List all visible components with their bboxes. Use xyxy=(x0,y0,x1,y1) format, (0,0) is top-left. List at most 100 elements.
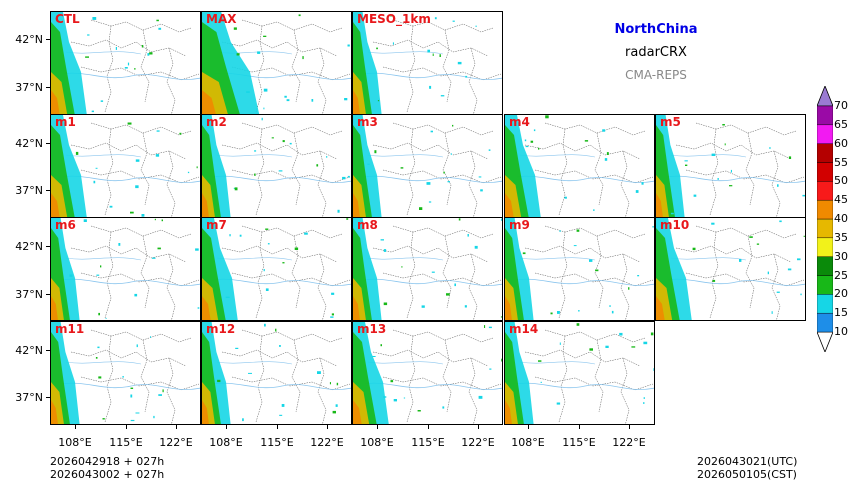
panel-label: m8 xyxy=(357,218,378,232)
panel-label: m7 xyxy=(206,218,227,232)
init-time-line2: 2026043002 + 027h xyxy=(50,468,165,481)
lon-tick xyxy=(478,425,479,429)
panel-m9: m9 xyxy=(504,217,655,321)
panel-label: m10 xyxy=(660,218,690,232)
colorbar-level-label: 60 xyxy=(834,136,848,150)
lon-tick xyxy=(176,425,177,429)
panel-label: m13 xyxy=(357,322,387,336)
lat-label-42: 42°N xyxy=(15,33,43,46)
map-background xyxy=(202,218,351,320)
system-title: CMA-REPS xyxy=(625,68,687,82)
lon-tick xyxy=(528,425,529,429)
panel-label: MESO_1km xyxy=(357,12,431,26)
panel-label: m2 xyxy=(206,115,227,129)
colorbar-level-label: 35 xyxy=(834,230,848,244)
lon-label-108: 108°E xyxy=(511,436,545,449)
lon-tick xyxy=(226,425,227,429)
colorbar xyxy=(816,84,834,354)
lon-tick xyxy=(75,425,76,429)
lat-tick xyxy=(46,350,50,351)
panel-m3: m3 xyxy=(352,114,503,218)
panel-m2: m2 xyxy=(201,114,352,218)
colorbar-segment xyxy=(816,275,834,295)
lat-label-37: 37°N xyxy=(15,184,43,197)
lon-label-115: 115°E xyxy=(411,436,445,449)
map-background xyxy=(202,12,351,114)
panel-m5: m5 xyxy=(655,114,806,218)
lon-tick xyxy=(377,425,378,429)
lon-tick xyxy=(579,425,580,429)
lat-tick xyxy=(46,190,50,191)
map-background xyxy=(656,218,805,320)
map-background xyxy=(505,218,654,320)
panel-label: m12 xyxy=(206,322,236,336)
valid-time-utc: 2026043021(UTC) xyxy=(697,455,798,468)
lon-label-122: 122°E xyxy=(461,436,495,449)
panel-m4: m4 xyxy=(504,114,655,218)
panel-label: m5 xyxy=(660,115,681,129)
colorbar-segment xyxy=(816,237,834,257)
map-background xyxy=(51,115,200,217)
panel-label: m4 xyxy=(509,115,530,129)
lon-tick xyxy=(277,425,278,429)
map-background xyxy=(505,115,654,217)
lat-label-37: 37°N xyxy=(15,81,43,94)
panel-m13: m13 xyxy=(352,321,503,425)
panel-label: m6 xyxy=(55,218,76,232)
colorbar-segment xyxy=(816,312,834,333)
panel-label: m11 xyxy=(55,322,85,336)
colorbar-segment xyxy=(816,105,834,126)
panel-label: CTL xyxy=(55,12,80,26)
lat-label-42: 42°N xyxy=(15,344,43,357)
lat-tick xyxy=(46,143,50,144)
lat-tick xyxy=(46,294,50,295)
colorbar-level-label: 15 xyxy=(834,306,848,320)
panel-m1: m1 xyxy=(50,114,201,218)
panel-label: m1 xyxy=(55,115,76,129)
colorbar-under-arrow xyxy=(816,331,834,354)
colorbar-level-label: 70 xyxy=(834,99,848,112)
panel-label: m3 xyxy=(357,115,378,129)
colorbar-level-label: 30 xyxy=(834,249,848,263)
panel-ctl: CTL xyxy=(50,11,201,115)
panel-meso-1km: MESO_1km xyxy=(352,11,503,115)
lat-tick xyxy=(46,246,50,247)
colorbar-level-label: 45 xyxy=(834,193,848,207)
init-time-line1: 2026042918 + 027h xyxy=(50,455,165,468)
lon-label-122: 122°E xyxy=(612,436,646,449)
lon-label-108: 108°E xyxy=(58,436,92,449)
lat-label-42: 42°N xyxy=(15,137,43,150)
lon-label-122: 122°E xyxy=(159,436,193,449)
map-background xyxy=(202,115,351,217)
panel-m14: m14 xyxy=(504,321,655,425)
panel-m10: m10 xyxy=(655,217,806,321)
region-title: NorthChina xyxy=(614,22,698,37)
colorbar-level-label: 50 xyxy=(834,174,848,188)
colorbar-level-label: 20 xyxy=(834,287,848,301)
lon-tick xyxy=(126,425,127,429)
map-background xyxy=(353,12,502,114)
colorbar-segment xyxy=(816,218,834,239)
lon-label-115: 115°E xyxy=(109,436,143,449)
lat-label-42: 42°N xyxy=(15,240,43,253)
panel-label: MAX xyxy=(206,12,237,26)
lon-tick xyxy=(629,425,630,429)
panel-m7: m7 xyxy=(201,217,352,321)
panel-label: m9 xyxy=(509,218,530,232)
panel-m12: m12 xyxy=(201,321,352,425)
map-background xyxy=(505,322,654,424)
map-background xyxy=(353,322,502,424)
map-background xyxy=(202,322,351,424)
lat-label-37: 37°N xyxy=(15,288,43,301)
colorbar-segment xyxy=(816,294,834,314)
lon-label-108: 108°E xyxy=(209,436,243,449)
map-background xyxy=(51,218,200,320)
colorbar-level-label: 55 xyxy=(834,155,848,169)
colorbar-segment xyxy=(816,143,834,163)
lat-tick xyxy=(46,87,50,88)
colorbar-segment xyxy=(816,256,834,276)
map-background xyxy=(51,322,200,424)
colorbar-level-label: 10 xyxy=(834,325,848,338)
panel-m11: m11 xyxy=(50,321,201,425)
lat-tick xyxy=(46,397,50,398)
